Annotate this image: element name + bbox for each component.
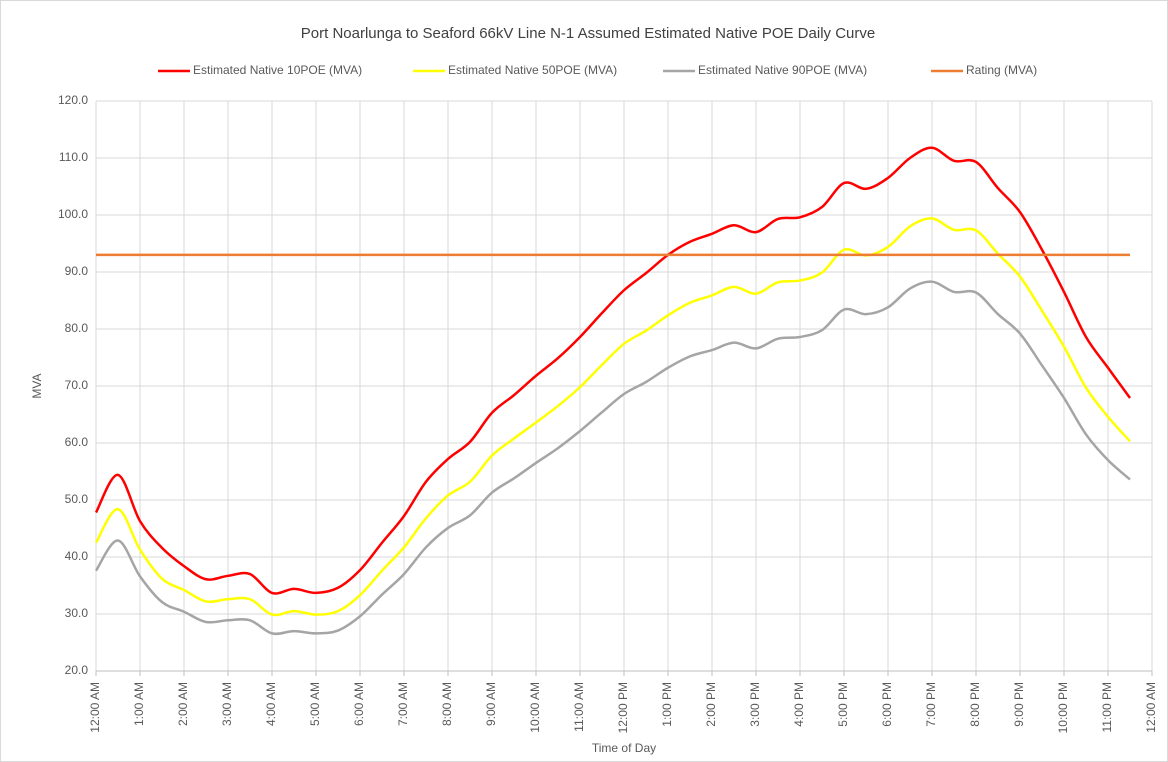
- x-axis-label: Time of Day: [592, 741, 656, 755]
- y-axis-label: MVA: [30, 373, 44, 398]
- legend-label: Estimated Native 90POE (MVA): [698, 63, 867, 77]
- y-tick-label: 80.0: [65, 321, 89, 335]
- y-tick-label: 100.0: [58, 207, 88, 221]
- x-tick-label: 3:00 AM: [220, 682, 234, 726]
- x-tick-label: 11:00 AM: [572, 682, 586, 732]
- legend-label: Estimated Native 10POE (MVA): [193, 63, 362, 77]
- x-tick-label: 7:00 AM: [396, 682, 410, 726]
- x-tick-label: 11:00 PM: [1100, 682, 1114, 732]
- series-line: [94, 146, 1132, 595]
- x-tick-label: 4:00 PM: [792, 682, 806, 727]
- x-tick-label: 3:00 PM: [748, 682, 762, 727]
- x-tick-label: 1:00 PM: [660, 682, 674, 727]
- x-tick-label: 6:00 PM: [880, 682, 894, 727]
- x-tick-label: 12:00 AM: [1144, 682, 1158, 733]
- y-tick-label: 30.0: [65, 606, 89, 620]
- x-tick-label: 9:00 PM: [1012, 682, 1026, 727]
- x-tick-label: 8:00 PM: [968, 682, 982, 727]
- x-tick-label: 4:00 AM: [264, 682, 278, 726]
- y-tick-label: 70.0: [65, 378, 89, 392]
- y-tick-label: 60.0: [65, 435, 89, 449]
- x-tick-label: 8:00 AM: [440, 682, 454, 726]
- x-tick-label: 5:00 PM: [836, 682, 850, 727]
- series-line: [94, 217, 1131, 617]
- y-tick-label: 90.0: [65, 264, 89, 278]
- y-tick-label: 20.0: [65, 663, 89, 677]
- y-tick-label: 110.0: [59, 150, 88, 164]
- chart-title: Port Noarlunga to Seaford 66kV Line N-1 …: [301, 25, 875, 42]
- x-tick-label: 5:00 AM: [308, 682, 322, 726]
- x-tick-label: 12:00 PM: [616, 682, 630, 733]
- y-tick-label: 50.0: [65, 492, 89, 506]
- y-tick-label: 40.0: [65, 549, 89, 563]
- x-tick-label: 9:00 AM: [484, 682, 498, 726]
- y-tick-label: 120.0: [58, 93, 88, 107]
- x-tick-label: 1:00 AM: [132, 682, 146, 726]
- series-line: [94, 280, 1131, 636]
- legend-label: Rating (MVA): [966, 63, 1037, 77]
- x-tick-label: 2:00 AM: [176, 682, 190, 726]
- x-tick-label: 2:00 PM: [704, 682, 718, 727]
- x-tick-label: 7:00 PM: [924, 682, 938, 727]
- x-tick-label: 6:00 AM: [352, 682, 366, 726]
- legend-label: Estimated Native 50POE (MVA): [448, 63, 617, 77]
- x-tick-label: 12:00 AM: [88, 682, 102, 733]
- x-tick-label: 10:00 AM: [528, 682, 542, 733]
- x-tick-label: 10:00 PM: [1056, 682, 1070, 733]
